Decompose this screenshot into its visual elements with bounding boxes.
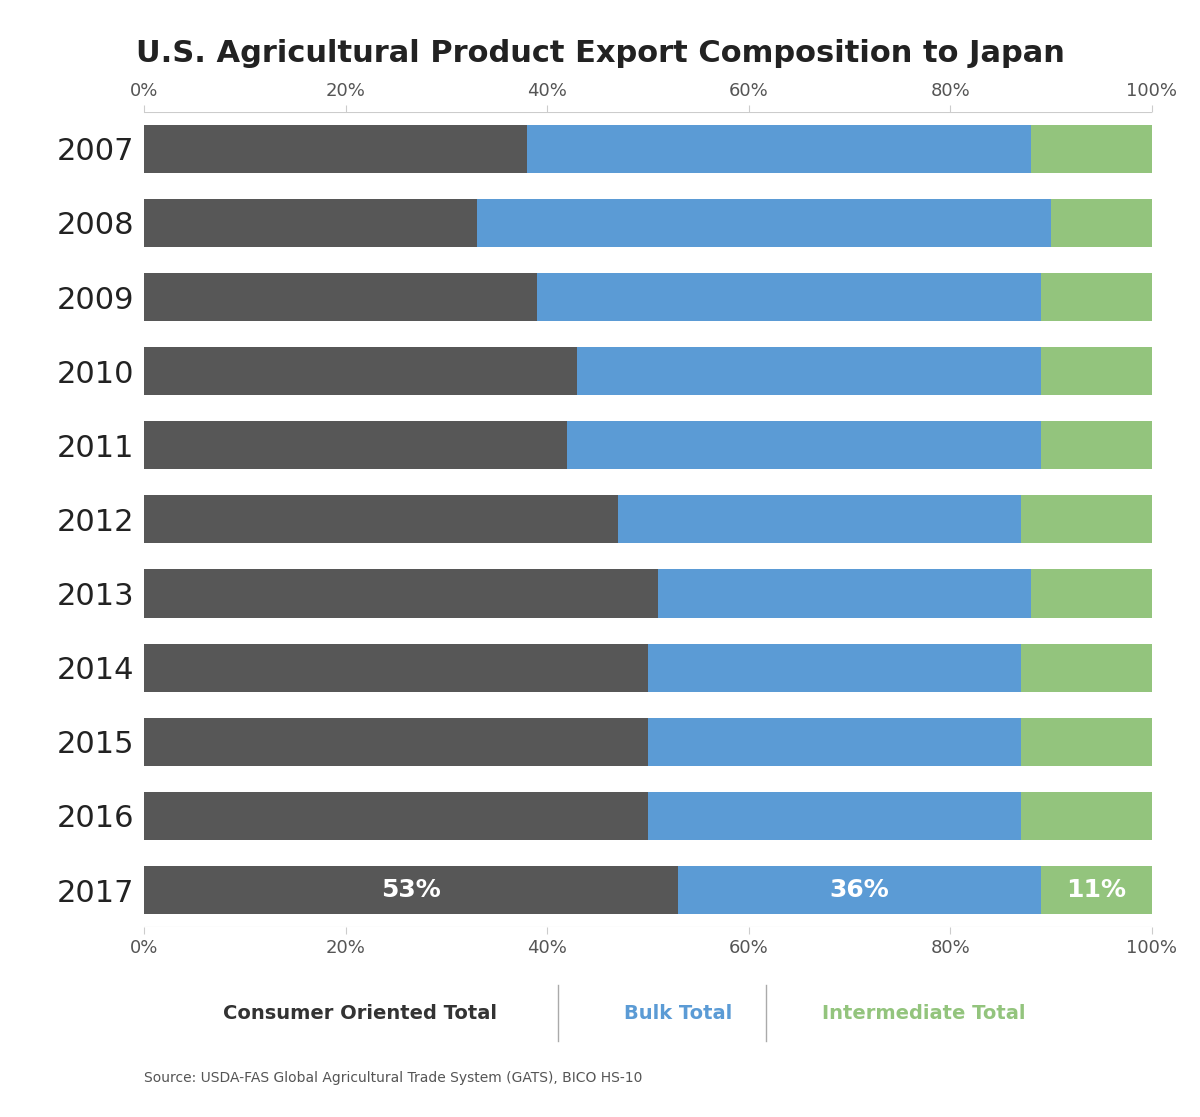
- Bar: [144, 347, 577, 395]
- Bar: [144, 643, 648, 691]
- Bar: [527, 125, 1031, 173]
- Bar: [1042, 273, 1152, 321]
- Text: Source: USDA-FAS Global Agricultural Trade System (GATS), BICO HS-10: Source: USDA-FAS Global Agricultural Tra…: [144, 1071, 642, 1085]
- Bar: [1021, 495, 1152, 544]
- Text: Consumer Oriented Total: Consumer Oriented Total: [223, 1003, 497, 1023]
- Bar: [1042, 421, 1152, 469]
- Bar: [144, 570, 658, 618]
- Bar: [144, 273, 538, 321]
- Bar: [1021, 643, 1152, 691]
- Bar: [1031, 125, 1152, 173]
- Bar: [648, 792, 1021, 840]
- Bar: [144, 866, 678, 914]
- Bar: [577, 347, 1042, 395]
- Bar: [144, 495, 618, 544]
- Bar: [1021, 792, 1152, 840]
- Bar: [538, 273, 1042, 321]
- Bar: [1051, 199, 1152, 247]
- Text: Bulk Total: Bulk Total: [624, 1003, 732, 1023]
- Bar: [648, 643, 1021, 691]
- Text: 53%: 53%: [382, 878, 440, 903]
- Bar: [476, 199, 1051, 247]
- Bar: [144, 125, 527, 173]
- Bar: [144, 792, 648, 840]
- Bar: [1042, 347, 1152, 395]
- Text: 36%: 36%: [830, 878, 889, 903]
- Bar: [648, 718, 1021, 766]
- Bar: [144, 718, 648, 766]
- Text: 11%: 11%: [1067, 878, 1127, 903]
- Bar: [1042, 866, 1152, 914]
- Text: Intermediate Total: Intermediate Total: [822, 1003, 1026, 1023]
- Bar: [144, 199, 476, 247]
- Bar: [568, 421, 1042, 469]
- Bar: [618, 495, 1021, 544]
- Text: U.S. Agricultural Product Export Composition to Japan: U.S. Agricultural Product Export Composi…: [136, 39, 1064, 68]
- Bar: [678, 866, 1042, 914]
- Bar: [144, 421, 568, 469]
- Bar: [1031, 570, 1152, 618]
- Bar: [1021, 718, 1152, 766]
- Bar: [658, 570, 1031, 618]
